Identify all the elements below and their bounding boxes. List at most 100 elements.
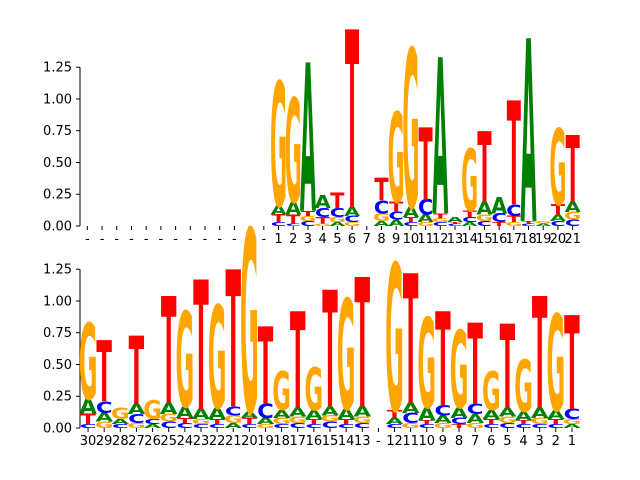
- logo-letter-A: A: [241, 410, 259, 420]
- logo-letter-A: A: [482, 408, 501, 422]
- logo-letter-T: T: [161, 267, 177, 437]
- logo-letter-C: C: [344, 214, 359, 224]
- logo-letter-A: A: [565, 200, 581, 216]
- logo-letter-G: G: [564, 210, 581, 222]
- logo-letter-A: A: [386, 417, 404, 427]
- logo-letter-C: C: [193, 423, 210, 429]
- logo-letter-C: C: [338, 423, 355, 429]
- logo-letter-T: T: [225, 232, 241, 451]
- logo-letter-C: C: [402, 410, 419, 426]
- logo-letter-T: T: [500, 301, 516, 436]
- x-tick-label: 19: [257, 434, 274, 449]
- y-tick-label: 0.00: [43, 422, 72, 437]
- logo-letter-G: G: [314, 223, 331, 227]
- x-tick-label: 16: [491, 232, 508, 247]
- logo-letter-A: A: [403, 205, 419, 221]
- logo-letter-A: A: [373, 220, 389, 228]
- logo-letter-C: C: [403, 221, 418, 227]
- y-tick-label: 1.00: [43, 92, 72, 107]
- x-tick-label: 20: [550, 232, 567, 247]
- logo-letter-G: G: [498, 415, 517, 425]
- logo-letter-T: T: [96, 325, 112, 422]
- logo-letter-G: G: [272, 417, 291, 427]
- logo-letter-C: C: [96, 398, 113, 416]
- logo-letter-A: A: [447, 216, 463, 224]
- logo-letter-C: C: [144, 418, 161, 426]
- logo-letter-G: G: [337, 269, 356, 445]
- logo-letter-G: G: [563, 418, 582, 426]
- logo-letter-G: G: [388, 88, 405, 232]
- logo-letter-T: T: [484, 418, 500, 426]
- logo-letter-G: G: [175, 287, 194, 439]
- logo-letter-T: T: [451, 423, 468, 429]
- x-tick-label: 6: [487, 434, 495, 449]
- logo-letter-G: G: [256, 423, 275, 429]
- logo-letter-T: T: [433, 212, 448, 220]
- logo-letter-T: T: [492, 221, 507, 227]
- logo-letter-C: C: [467, 401, 484, 417]
- logo-letter-A: A: [550, 213, 567, 223]
- y-tick-label: 1.25: [43, 263, 72, 278]
- logo-letter-G: G: [535, 220, 552, 224]
- logo-letter-C: C: [418, 196, 433, 220]
- logo-letter-A: A: [563, 423, 581, 429]
- logo-letter-A: A: [270, 204, 287, 218]
- logo-letter-C: C: [315, 206, 330, 220]
- logo-letter-C: C: [531, 423, 548, 429]
- logo-letter-T: T: [521, 220, 536, 224]
- logo-letter-T: T: [463, 209, 477, 219]
- logo-letter-C: C: [565, 218, 580, 228]
- x-tick-label: 8: [377, 232, 385, 247]
- logo-letter-A: A: [462, 221, 478, 227]
- logo-panel-bottom: 0.000.250.500.751.001.2530CTAG29GACT28CA…: [43, 179, 581, 471]
- logo-letter-A: A: [300, 24, 316, 260]
- logo-letter-T: T: [301, 210, 316, 218]
- logo-letter-T: T: [435, 285, 451, 435]
- logo-letter-A: A: [192, 407, 210, 423]
- x-tick-label: 21: [564, 232, 581, 247]
- logo-letter-A: A: [418, 404, 436, 425]
- logo-letter-T: T: [330, 189, 345, 213]
- x-tick-label: -: [144, 232, 149, 247]
- logo-letter-C: C: [550, 220, 565, 228]
- x-tick-label: -: [188, 232, 193, 247]
- logo-letter-T: T: [242, 417, 258, 427]
- logo-letter-C: C: [286, 223, 301, 227]
- logo-letter-C: C: [289, 421, 306, 429]
- logo-letter-A: A: [402, 400, 420, 416]
- logo-letter-A: A: [418, 213, 434, 225]
- logo-letter-G: G: [305, 355, 324, 425]
- logo-letter-C: C: [483, 423, 500, 429]
- x-tick-label: 26: [144, 434, 161, 449]
- y-tick-label: 0.25: [43, 188, 72, 203]
- logo-letter-A: A: [353, 404, 371, 420]
- logo-letter-C: C: [389, 210, 404, 222]
- logo-letter-A: A: [224, 421, 242, 429]
- logo-letter-C: C: [128, 412, 145, 426]
- logo-letter-C: C: [491, 211, 506, 225]
- logo-letter-A: A: [515, 410, 534, 424]
- logo-letter-T: T: [306, 418, 322, 426]
- x-tick-label: -: [159, 232, 164, 247]
- logo-letter-T: T: [507, 73, 521, 240]
- logo-letter-G: G: [111, 405, 130, 423]
- logo-letter-T: T: [532, 265, 548, 444]
- logo-letter-A: A: [208, 405, 227, 423]
- logo-letter-T: T: [507, 214, 521, 224]
- x-tick-label: 12: [386, 434, 403, 449]
- x-tick-label: -: [261, 232, 266, 247]
- logo-letter-A: A: [535, 223, 552, 227]
- logo-letter-G: G: [450, 311, 469, 434]
- logo-letter-A: A: [344, 205, 361, 219]
- x-tick-label: 9: [439, 434, 447, 449]
- logo-letter-C: C: [271, 221, 286, 227]
- logo-letter-T: T: [419, 107, 433, 223]
- logo-letter-C: C: [241, 423, 258, 429]
- logo-letter-A: A: [285, 198, 301, 219]
- y-tick-label: 0.75: [43, 326, 72, 341]
- x-tick-label: 13: [447, 232, 464, 247]
- logo-letter-T: T: [286, 213, 301, 227]
- logo-letter-A: A: [337, 407, 355, 423]
- x-tick-label: -: [100, 232, 105, 247]
